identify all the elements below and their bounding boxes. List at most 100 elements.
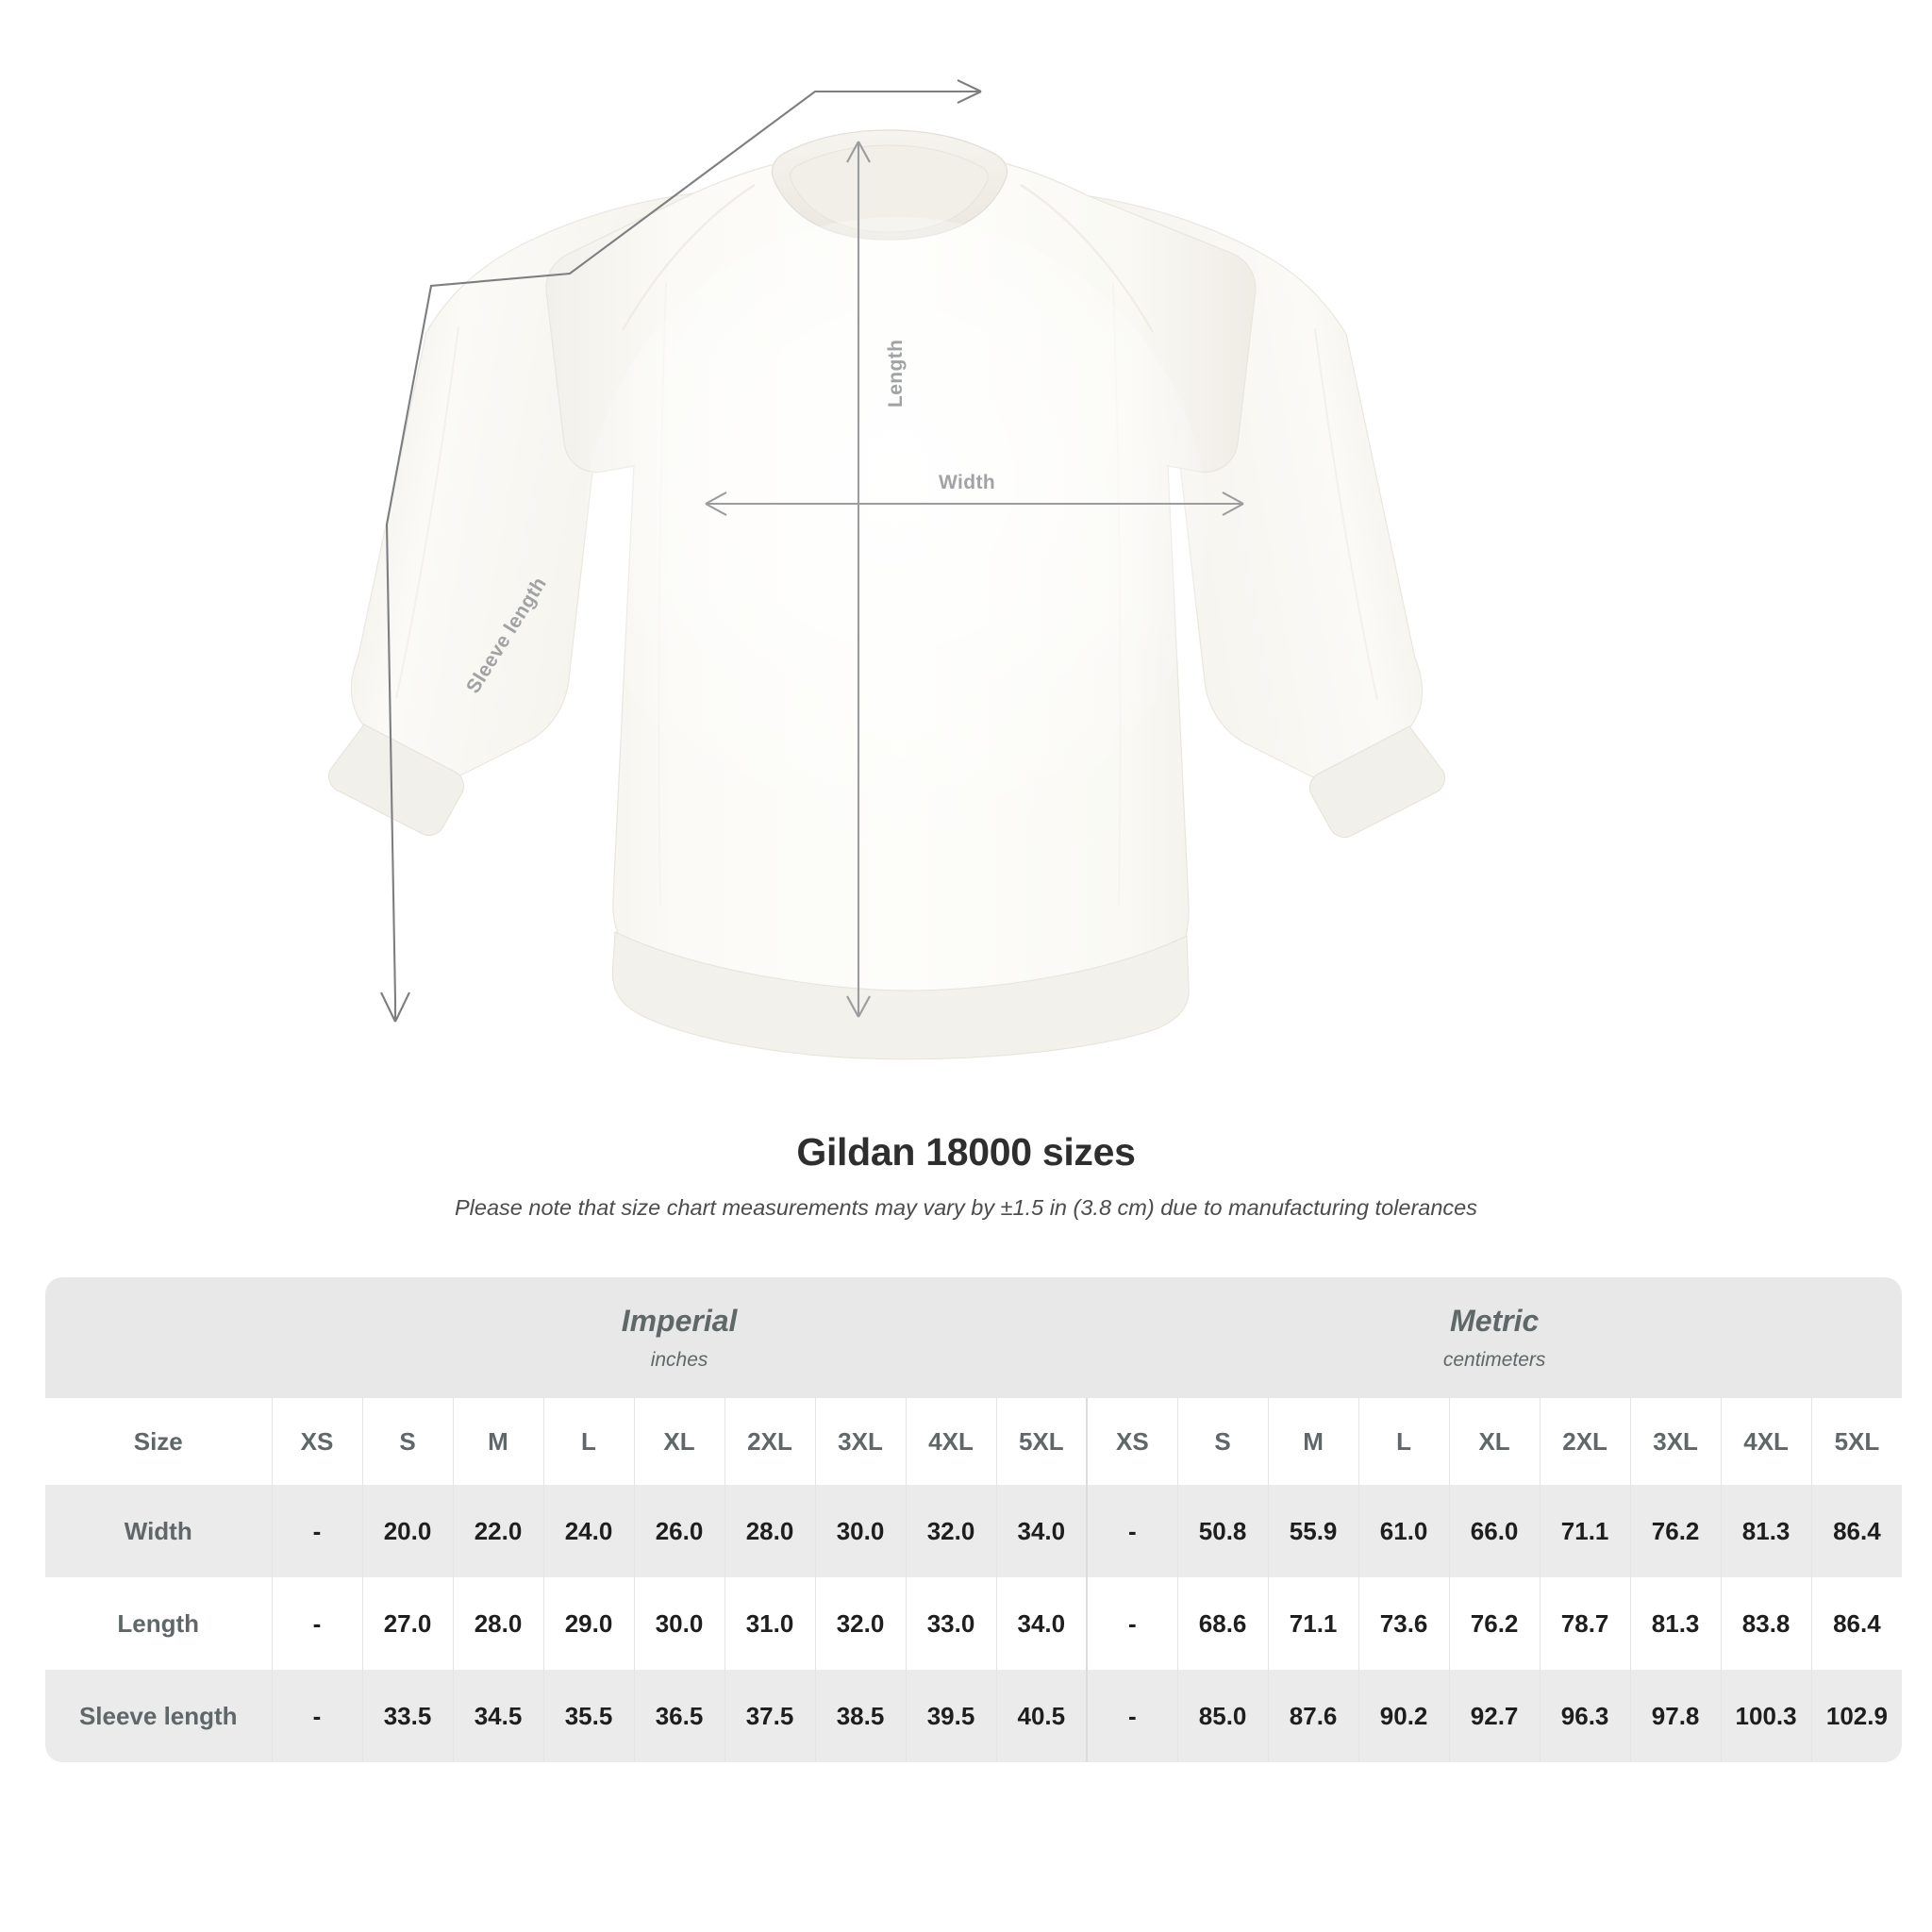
size-header-metric-l: L <box>1357 1398 1450 1485</box>
size-table: Imperial inches Metric centimeters Size … <box>45 1277 1903 1762</box>
cell-length-imperial-xs: - <box>271 1577 362 1670</box>
cell-sleeve-imperial-s: 33.5 <box>361 1670 453 1762</box>
row-label-sleeve-length: Sleeve length <box>45 1670 272 1762</box>
size-header-imperial-4xl: 4XL <box>905 1398 996 1485</box>
cell-width-metric-2xl: 71.1 <box>1539 1485 1631 1577</box>
page-title: Gildan 18000 sizes <box>796 1130 1136 1174</box>
cell-length-metric-xs: - <box>1086 1577 1178 1670</box>
unit-name-imperial: Imperial <box>621 1304 738 1338</box>
size-header-imperial-3xl: 3XL <box>814 1398 906 1485</box>
cell-width-imperial-s: 20.0 <box>361 1485 453 1577</box>
table-row-length: Length - 27.0 28.0 29.0 30.0 31.0 32.0 3… <box>45 1577 1903 1670</box>
cell-length-imperial-5xl: 34.0 <box>995 1577 1088 1670</box>
length-label: Length <box>885 339 907 408</box>
cell-width-imperial-3xl: 30.0 <box>814 1485 906 1577</box>
sweatshirt-shape <box>327 129 1446 1060</box>
sleeve-arrow-top <box>957 79 982 104</box>
width-arrow-left <box>705 491 727 516</box>
unit-sub-imperial: inches <box>650 1349 708 1371</box>
cell-width-imperial-5xl: 34.0 <box>995 1485 1088 1577</box>
cell-width-imperial-xs: - <box>271 1485 362 1577</box>
cell-width-metric-5xl: 86.4 <box>1810 1485 1903 1577</box>
unit-sub-metric: centimeters <box>1442 1349 1546 1371</box>
cell-length-imperial-m: 28.0 <box>452 1577 543 1670</box>
unit-header-row: Imperial inches Metric centimeters <box>45 1277 1903 1398</box>
cell-width-imperial-4xl: 32.0 <box>905 1485 996 1577</box>
cell-length-metric-xl: 76.2 <box>1448 1577 1541 1670</box>
cell-length-imperial-4xl: 33.0 <box>905 1577 996 1670</box>
unit-header-imperial: Imperial inches <box>272 1277 1088 1398</box>
length-arrow-bottom <box>846 995 871 1018</box>
size-header-metric-s: S <box>1176 1398 1269 1485</box>
size-table-container: Imperial inches Metric centimeters Size … <box>45 1277 1903 1762</box>
cell-width-imperial-l: 24.0 <box>542 1485 634 1577</box>
cell-length-imperial-3xl: 32.0 <box>814 1577 906 1670</box>
cell-length-metric-3xl: 81.3 <box>1629 1577 1722 1670</box>
length-arrow-top <box>846 141 871 163</box>
size-header-metric-3xl: 3XL <box>1629 1398 1722 1485</box>
cell-length-metric-m: 71.1 <box>1267 1577 1359 1670</box>
cell-sleeve-imperial-xl: 36.5 <box>633 1670 724 1762</box>
size-header-imperial-s: S <box>361 1398 453 1485</box>
title-block: Gildan 18000 sizes Please note that size… <box>0 1130 1932 1221</box>
size-header-row: Size XS S M L XL 2XL 3XL 4XL 5XL XS S M … <box>45 1398 1903 1485</box>
cell-width-metric-s: 50.8 <box>1176 1485 1269 1577</box>
cell-sleeve-metric-m: 87.6 <box>1267 1670 1359 1762</box>
size-header-metric-m: M <box>1267 1398 1359 1485</box>
right-cuff <box>1308 725 1446 839</box>
left-cuff <box>327 724 465 837</box>
size-header-label: Size <box>45 1398 272 1485</box>
row-label-width: Width <box>45 1485 272 1577</box>
cell-sleeve-imperial-2xl: 37.5 <box>724 1670 815 1762</box>
cell-sleeve-metric-xs: - <box>1086 1670 1178 1762</box>
cell-width-metric-xs: - <box>1086 1485 1178 1577</box>
size-header-imperial-2xl: 2XL <box>724 1398 815 1485</box>
cell-width-imperial-xl: 26.0 <box>633 1485 724 1577</box>
unit-name-metric: Metric <box>1450 1304 1540 1338</box>
cell-length-metric-s: 68.6 <box>1176 1577 1269 1670</box>
cell-sleeve-imperial-l: 35.5 <box>542 1670 634 1762</box>
cell-length-metric-4xl: 83.8 <box>1720 1577 1812 1670</box>
cell-sleeve-imperial-4xl: 39.5 <box>905 1670 996 1762</box>
right-shoulder-seam <box>1020 183 1155 333</box>
cell-length-imperial-xl: 30.0 <box>633 1577 724 1670</box>
cell-width-metric-3xl: 76.2 <box>1629 1485 1722 1577</box>
cell-length-imperial-s: 27.0 <box>361 1577 453 1670</box>
size-header-imperial-l: L <box>542 1398 634 1485</box>
left-shoulder-seam <box>621 183 756 331</box>
collar-inner <box>790 144 989 233</box>
cell-sleeve-metric-2xl: 96.3 <box>1539 1670 1631 1762</box>
unit-header-metric: Metric centimeters <box>1087 1277 1903 1398</box>
size-header-metric-4xl: 4XL <box>1720 1398 1812 1485</box>
cell-sleeve-metric-5xl: 102.9 <box>1810 1670 1903 1762</box>
size-header-imperial-m: M <box>452 1398 543 1485</box>
size-header-imperial-xl: XL <box>633 1398 724 1485</box>
table-row-sleeve-length: Sleeve length - 33.5 34.5 35.5 36.5 37.5… <box>45 1670 1903 1762</box>
cell-width-metric-l: 61.0 <box>1357 1485 1450 1577</box>
table-row-width: Width - 20.0 22.0 24.0 26.0 28.0 30.0 32… <box>45 1485 1903 1577</box>
cell-sleeve-imperial-5xl: 40.5 <box>995 1670 1088 1762</box>
unit-header-spacer <box>45 1277 272 1398</box>
size-header-imperial-xs: XS <box>271 1398 362 1485</box>
width-dimension <box>705 491 1244 516</box>
cell-length-imperial-2xl: 31.0 <box>724 1577 815 1670</box>
cell-length-metric-2xl: 78.7 <box>1539 1577 1631 1670</box>
cell-sleeve-imperial-xs: - <box>271 1670 362 1762</box>
length-dimension <box>846 141 871 1018</box>
cell-length-metric-l: 73.6 <box>1357 1577 1450 1670</box>
sweatshirt-diagram <box>327 79 1446 1060</box>
measurement-annotations <box>380 79 1244 1023</box>
size-header-imperial-5xl: 5XL <box>995 1398 1088 1485</box>
size-header-metric-5xl: 5XL <box>1810 1398 1903 1485</box>
cell-width-metric-4xl: 81.3 <box>1720 1485 1812 1577</box>
cell-length-metric-5xl: 86.4 <box>1810 1577 1903 1670</box>
cell-sleeve-metric-4xl: 100.3 <box>1720 1670 1812 1762</box>
size-header-metric-xl: XL <box>1448 1398 1541 1485</box>
cell-sleeve-metric-xl: 92.7 <box>1448 1670 1541 1762</box>
row-label-length: Length <box>45 1577 272 1670</box>
cell-width-imperial-m: 22.0 <box>452 1485 543 1577</box>
cell-width-metric-m: 55.9 <box>1267 1485 1359 1577</box>
cell-sleeve-imperial-3xl: 38.5 <box>814 1670 906 1762</box>
cell-sleeve-metric-3xl: 97.8 <box>1629 1670 1722 1762</box>
